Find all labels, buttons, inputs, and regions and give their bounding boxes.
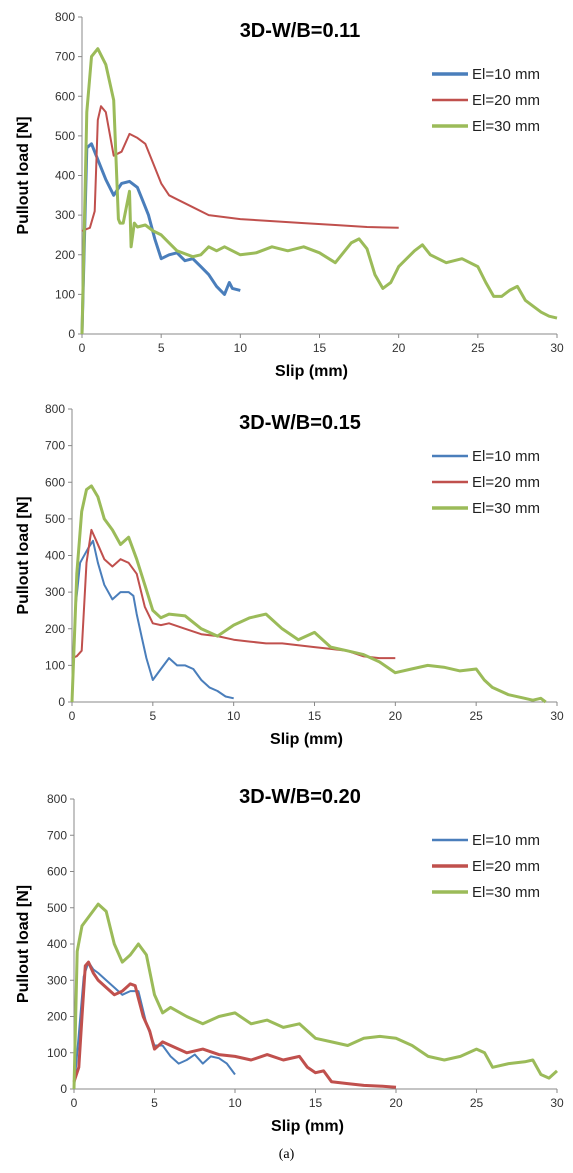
y-tick-label: 200: [45, 622, 65, 636]
legend-label: El=10 mm: [472, 448, 540, 465]
chart-panel-w-b-0.15: 0 100 200 300 400 500 600 700 800 0 5 10 15 20 25 30 El=…: [0, 375, 573, 760]
legend-label: El=20 mm: [472, 474, 540, 491]
y-tick-label: 0: [58, 695, 65, 709]
y-tick-label: 600: [45, 475, 65, 489]
chart-panel-w-b-0.20: 0 100 200 300 400 500 600 700 800 0 5 10 15 20 25 30 El=…: [0, 760, 573, 1145]
y-tick-label: 300: [45, 585, 65, 599]
y-tick-label: 100: [45, 658, 65, 672]
y-tick-label: 200: [47, 1010, 67, 1024]
y-tick-label: 400: [55, 169, 75, 183]
x-axis-label: Slip (mm): [275, 363, 348, 380]
y-tick-label: 500: [45, 512, 65, 526]
x-tick-label: 5: [151, 1096, 158, 1110]
y-tick-label: 400: [45, 549, 65, 563]
legend-label: El=20 mm: [472, 92, 540, 109]
x-axis-label: Slip (mm): [271, 1118, 344, 1135]
chart-title: 3D-W/B=0.15: [239, 412, 361, 434]
series-line-el-10-mm: [80, 142, 241, 335]
y-tick-label: 400: [47, 937, 67, 951]
x-tick-label: 5: [158, 341, 165, 355]
y-tick-label: 800: [47, 792, 67, 806]
x-tick-label: 20: [389, 1096, 403, 1110]
series-line-el-20-mm: [71, 528, 396, 660]
y-axis-label: Pullout load [N]: [15, 496, 32, 614]
x-tick-label: 15: [313, 341, 327, 355]
x-tick-label: 10: [228, 1096, 242, 1110]
x-tick-label: 10: [234, 341, 248, 355]
y-tick-label: 600: [55, 89, 75, 103]
y-tick-label: 700: [47, 828, 67, 842]
figure-caption: (a): [278, 1147, 295, 1162]
chart-title: 3D-W/B=0.20: [239, 786, 361, 808]
y-axis-label: Pullout load [N]: [15, 885, 32, 1003]
x-tick-label: 5: [149, 709, 156, 723]
legend-label: El=20 mm: [472, 858, 540, 875]
chart-title: 3D-W/B=0.11: [240, 20, 361, 42]
x-axis-label: Slip (mm): [270, 731, 343, 748]
y-tick-label: 700: [55, 50, 75, 64]
x-tick-label: 30: [550, 709, 564, 723]
x-tick-label: 25: [469, 709, 483, 723]
y-tick-label: 100: [47, 1046, 67, 1060]
y-tick-label: 300: [47, 973, 67, 987]
x-tick-label: 25: [471, 341, 485, 355]
series-line-el-30-mm: [70, 484, 547, 704]
x-tick-label: 20: [389, 709, 403, 723]
y-tick-label: 0: [68, 327, 75, 341]
legend-label: El=10 mm: [472, 832, 540, 849]
legend-label: El=30 mm: [472, 500, 540, 517]
y-tick-label: 300: [55, 208, 75, 222]
series-line-el-30-mm: [72, 902, 559, 1090]
x-tick-label: 0: [71, 1096, 78, 1110]
legend-label: El=30 mm: [472, 118, 540, 135]
x-tick-label: 30: [550, 1096, 564, 1110]
y-tick-label: 800: [55, 10, 75, 24]
legend-label: El=30 mm: [472, 884, 540, 901]
chart-svg: 0 100 200 300 400 500 600 700 800 0 5 10 15 20 25 30 El=…: [15, 786, 564, 1135]
chart-svg: 0 100 200 300 400 500 600 700 800 0 5 10 15 20 25 30 El=…: [15, 10, 564, 380]
y-tick-label: 0: [60, 1082, 67, 1096]
y-tick-label: 700: [45, 439, 65, 453]
y-tick-label: 800: [45, 402, 65, 416]
y-tick-label: 200: [55, 248, 75, 262]
y-axis-label: Pullout load [N]: [15, 116, 32, 234]
series-line-el-20-mm: [72, 960, 397, 1089]
x-tick-label: 25: [470, 1096, 484, 1110]
x-tick-label: 15: [308, 709, 322, 723]
x-tick-label: 0: [69, 709, 76, 723]
legend-label: El=10 mm: [472, 66, 540, 83]
x-tick-label: 20: [392, 341, 406, 355]
y-tick-label: 600: [47, 865, 67, 879]
chart-panel-w-b-0.11: 0 100 200 300 400 500 600 700 800 0 5 10 15 20 25 30 El=…: [0, 0, 573, 380]
y-tick-label: 500: [55, 129, 75, 143]
x-tick-label: 15: [309, 1096, 323, 1110]
y-tick-label: 500: [47, 901, 67, 915]
series-line-el-10-mm: [71, 539, 234, 703]
series-line-el-20-mm: [81, 105, 399, 232]
y-tick-label: 100: [55, 287, 75, 301]
x-tick-label: 30: [550, 341, 564, 355]
x-tick-label: 10: [227, 709, 241, 723]
chart-svg: 0 100 200 300 400 500 600 700 800 0 5 10 15 20 25 30 El=…: [15, 402, 564, 748]
series-line-el-30-mm: [80, 47, 558, 335]
x-tick-label: 0: [79, 341, 86, 355]
